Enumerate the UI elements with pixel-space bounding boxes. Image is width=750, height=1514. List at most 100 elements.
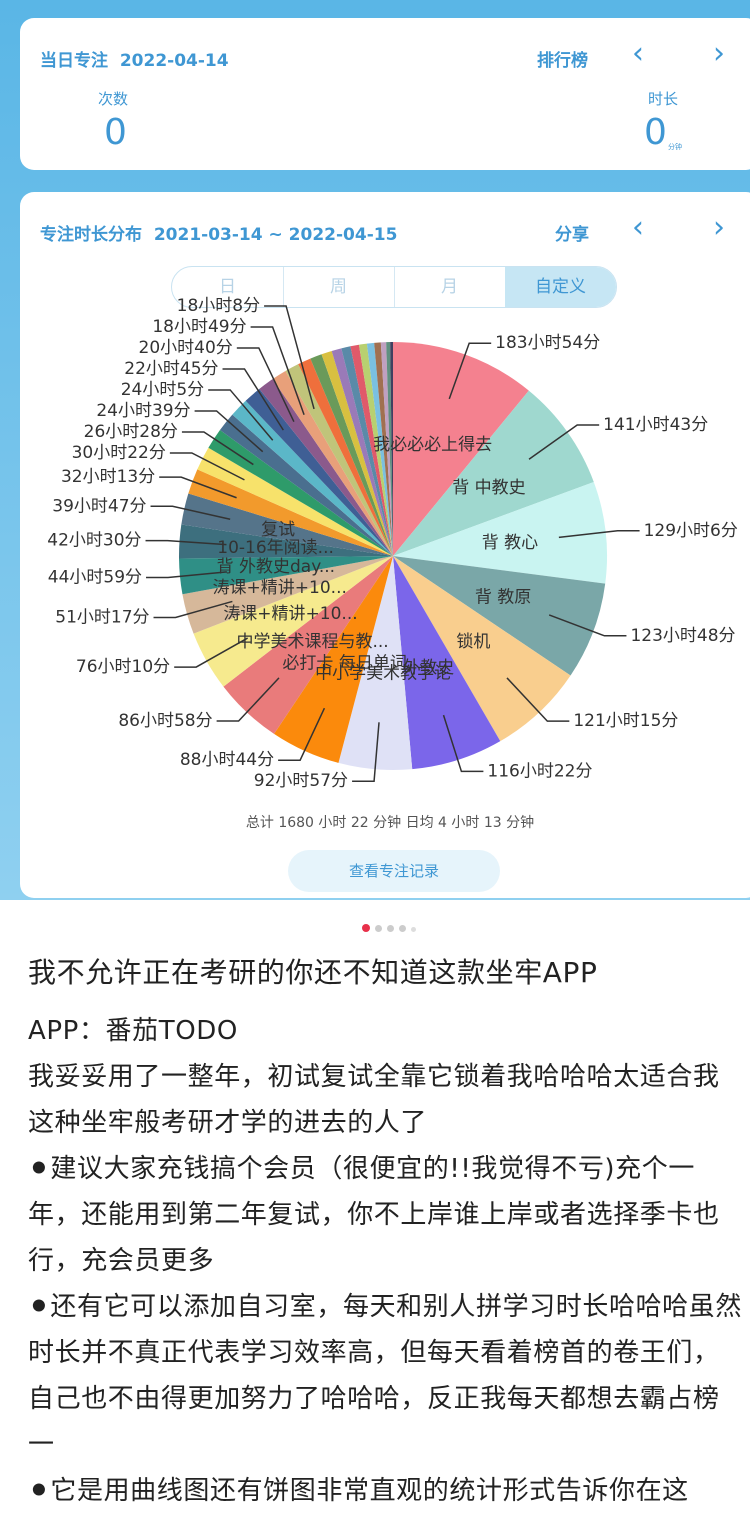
slice-name: 中小学美术教学论 xyxy=(315,663,451,683)
slice-value-label: 18小时8分 xyxy=(177,296,260,316)
pie-slice xyxy=(179,524,393,559)
paragraph: ⚫建议大家充钱搞个会员（很便宜的!!我觉得不亏)充个一年，还能用到第二年复试，你… xyxy=(28,1154,720,1276)
slice-value-label: 26小时28分 xyxy=(84,422,178,442)
pie-slice xyxy=(331,348,393,556)
post-body: APP：番茄TODO 我妥妥用了一整年，初试复试全靠它锁着我哈哈哈太适合我这种坐牢… xyxy=(28,1008,744,1514)
pie-slice xyxy=(393,556,501,770)
slice-value-label: 129小时6分 xyxy=(644,521,738,541)
leader-line xyxy=(558,530,640,539)
ranking-link[interactable]: 排行榜 xyxy=(537,51,588,71)
leader-line xyxy=(528,424,600,460)
pie-slice xyxy=(182,556,393,634)
slice-name: 10-16年阅读... xyxy=(217,538,334,558)
tab[interactable]: 周 xyxy=(283,267,395,307)
prev-arrow[interactable]: ‹ xyxy=(632,210,644,245)
pie-slice xyxy=(374,342,393,556)
title: 当日专注 xyxy=(40,51,108,71)
pie-slice xyxy=(338,556,413,771)
slice-value-label: 76小时10分 xyxy=(76,657,170,677)
slice-value-label: 22小时45分 xyxy=(124,359,218,379)
pie-slice xyxy=(274,556,393,763)
pie-slice xyxy=(179,556,393,595)
slice-value-label: 30小时22分 xyxy=(72,443,166,463)
slice-value-label: 24小时5分 xyxy=(121,380,204,400)
slice-name: 背 外教史day... xyxy=(217,557,335,577)
slice-value-label: 86小时58分 xyxy=(118,711,212,731)
summary: 总计 1680 小时 22 分钟 日均 4 小时 13 分钟 xyxy=(245,815,535,831)
leader-line xyxy=(169,452,245,481)
slice-value-label: 123小时48分 xyxy=(630,626,735,646)
duration-label: 时长 xyxy=(648,90,679,108)
slice-name: 涛课+精讲+10... xyxy=(223,604,357,624)
pie-slice xyxy=(393,390,594,556)
next-arrow[interactable]: › xyxy=(713,210,725,245)
pie-slice xyxy=(393,481,607,584)
leader-line xyxy=(216,677,280,722)
slice-value-label: 121小时15分 xyxy=(573,711,678,731)
pie-slice xyxy=(390,342,393,556)
pie-slice xyxy=(393,342,529,556)
leader-line xyxy=(448,342,492,400)
date: 2022-04-14 xyxy=(119,51,229,71)
slice-name: 外教史 xyxy=(403,658,454,678)
slice-value-label: 18小时49分 xyxy=(152,317,246,337)
paragraph: 我妥妥用了一整年，初试复试全靠它锁着我哈哈哈太适合我这种坐牢般考研才学的进去的人… xyxy=(28,1062,720,1138)
leader-line xyxy=(222,368,284,431)
share-link[interactable]: 分享 xyxy=(555,225,589,245)
slice-value-label: 183小时54分 xyxy=(495,333,600,353)
prev-arrow[interactable]: ‹ xyxy=(632,36,644,71)
duration-unit: 分钟 xyxy=(668,143,682,151)
leader-line xyxy=(250,326,305,415)
next-arrow[interactable]: › xyxy=(713,36,725,71)
duration-value: 0 xyxy=(644,112,667,153)
slice-value-label: 88小时44分 xyxy=(180,750,274,770)
title: 专注时长分布 xyxy=(40,225,142,245)
leader-line xyxy=(548,614,627,637)
post-title: 我不允许正在考研的你还不知道这款坐牢APP xyxy=(28,956,598,989)
slice-value-label: 39小时47分 xyxy=(52,496,146,516)
records-button[interactable]: 查看专注记录 xyxy=(288,850,500,892)
count-value: 0 xyxy=(104,112,127,153)
pie-slice xyxy=(350,344,393,556)
slice-name: 背 中教史 xyxy=(452,478,525,498)
tab-bar: 日周月自定义 xyxy=(171,266,617,308)
slice-value-label: 32小时13分 xyxy=(61,467,155,487)
leader-line xyxy=(352,722,380,782)
slice-name: 中学美术课程与教... xyxy=(236,632,388,652)
pie-slice xyxy=(188,469,393,556)
slice-value-label: 141小时43分 xyxy=(603,415,708,435)
tab[interactable]: 自定义 xyxy=(505,267,616,307)
pie-slice xyxy=(259,379,393,556)
leader-line xyxy=(174,637,249,668)
slice-name: 涛课+精讲+10... xyxy=(213,578,347,598)
leader-line xyxy=(146,571,227,579)
pie-slice xyxy=(386,342,393,556)
slice-value-label: 116小时22分 xyxy=(487,761,592,781)
leader-line xyxy=(236,347,295,423)
pie-slice xyxy=(219,414,393,556)
pie-slice xyxy=(193,556,393,687)
pie-slice xyxy=(272,370,393,556)
page-dots xyxy=(362,917,417,936)
paragraph: APP：番茄TODO xyxy=(28,1016,238,1046)
leader-line xyxy=(181,431,254,466)
slice-value-label: 42小时30分 xyxy=(47,531,141,551)
slice-value-label: 44小时59分 xyxy=(48,568,142,588)
leader-line xyxy=(506,677,570,722)
pie-slice xyxy=(298,358,393,556)
paragraph: ⚫它是用曲线图还有饼图非常直观的统计形式告诉你在这 xyxy=(28,1476,689,1506)
paragraph: ⚫还有它可以添加自习室，每天和别人拼学习时长哈哈哈虽然时长并不真正代表学习效率高… xyxy=(28,1292,742,1460)
leader-line xyxy=(208,389,274,441)
pie-slice xyxy=(393,556,606,676)
pie-slice xyxy=(380,342,393,556)
pie-slice xyxy=(341,346,393,556)
leader-line xyxy=(264,305,315,410)
slice-name: 锁机 xyxy=(456,632,490,652)
pie-slice xyxy=(208,430,393,556)
tab[interactable]: 日 xyxy=(172,267,284,307)
slice-name: 我必必必上得去 xyxy=(373,435,492,455)
pie-slice xyxy=(245,388,393,556)
pie-slice xyxy=(321,350,393,556)
slice-value-label: 92小时57分 xyxy=(254,771,348,791)
